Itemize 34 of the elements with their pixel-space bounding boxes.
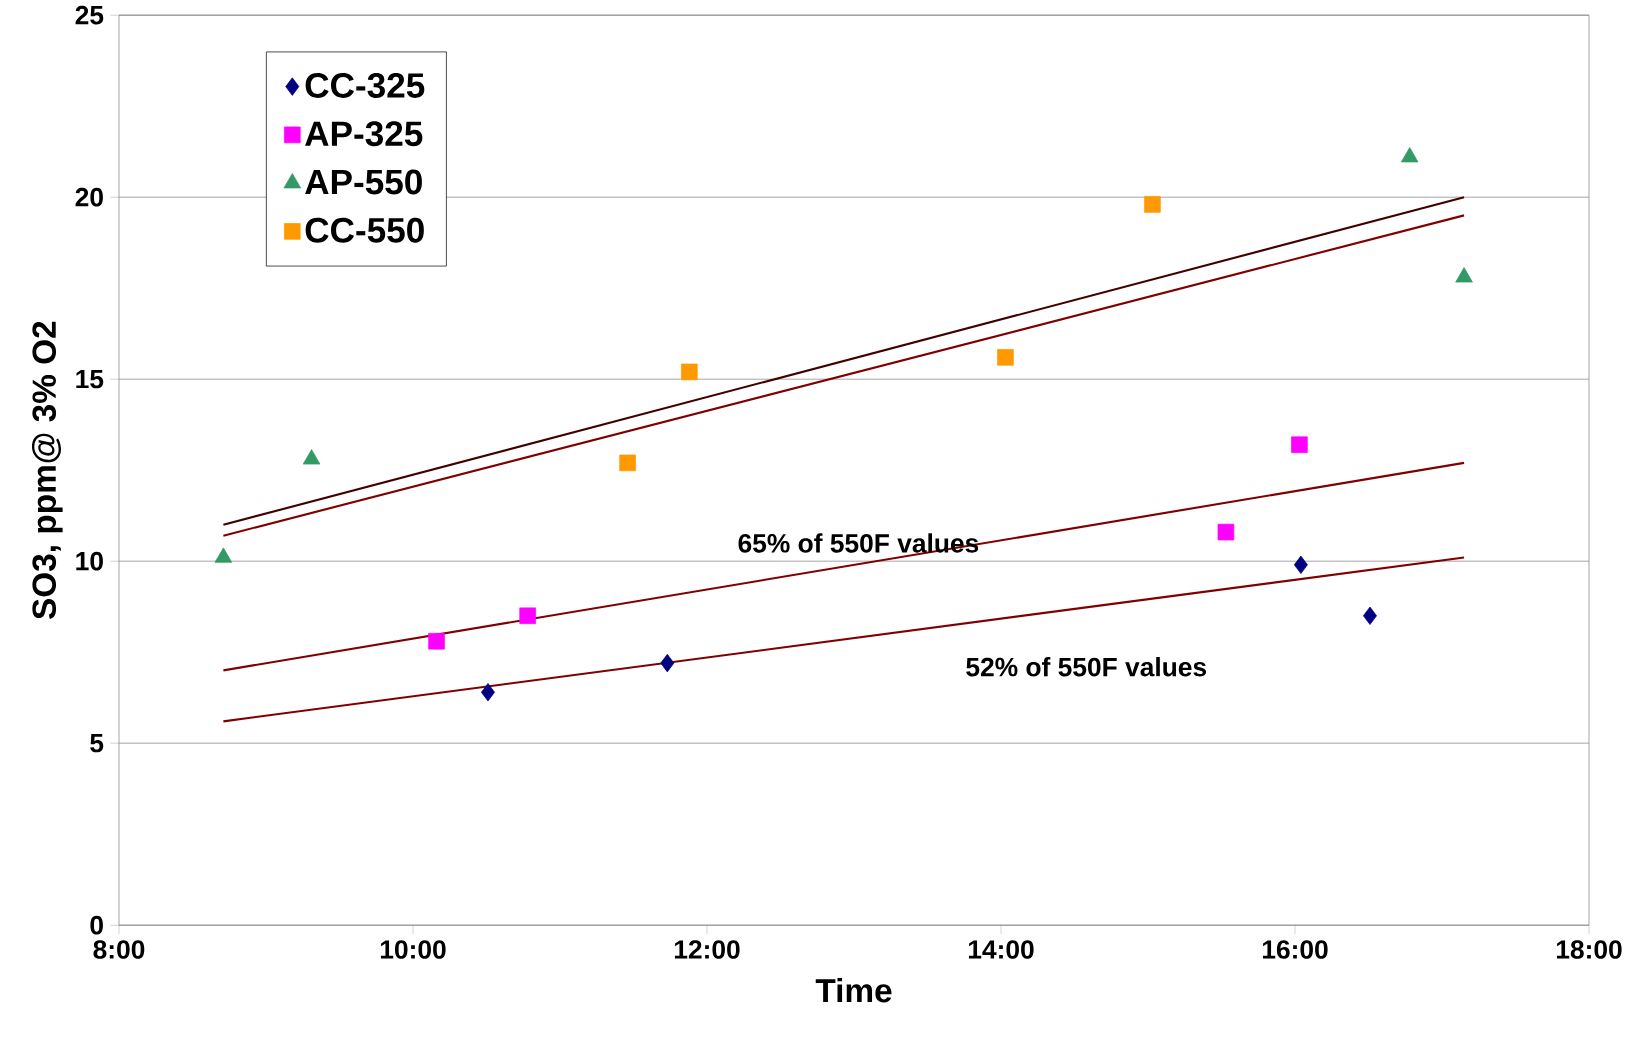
legend-label: AP-550 — [305, 169, 422, 195]
y-tick-label: 25 — [75, 5, 104, 25]
y-axis-title: SO3, ppm@ 3% O2 — [32, 321, 63, 620]
point — [660, 654, 675, 673]
x-tick-label: 12:00 — [674, 940, 740, 959]
y-tick-label: 15 — [76, 370, 104, 389]
point — [619, 454, 636, 472]
y-tick-label: 10 — [76, 551, 103, 571]
annotation: 65% of 550F values — [738, 533, 979, 553]
legend-label: AP-325 — [305, 121, 423, 147]
x-tick-label: 14:00 — [968, 940, 1034, 959]
point — [428, 633, 445, 650]
point — [1293, 555, 1308, 575]
y-tick-label: 0 — [90, 915, 103, 935]
point — [1455, 267, 1473, 283]
x-axis-title: Time — [815, 978, 892, 1003]
point — [519, 607, 536, 625]
legend-label: CC-325 — [305, 73, 425, 99]
point — [997, 349, 1014, 366]
point — [1291, 436, 1308, 454]
y-tick-label: 20 — [75, 187, 103, 207]
legend-label: CC-550 — [305, 217, 424, 243]
annotation: 52% of 550F values — [966, 657, 1207, 677]
y-tick-label: 5 — [90, 734, 104, 753]
point — [1144, 196, 1161, 213]
x-tick-label: 18:00 — [1556, 940, 1622, 959]
x-tick-label: 8:00 — [93, 940, 145, 959]
point — [681, 363, 698, 381]
x-tick-label: 10:00 — [380, 940, 446, 959]
point — [1217, 523, 1235, 541]
point — [1363, 606, 1377, 626]
point — [481, 683, 495, 702]
point — [1400, 147, 1419, 163]
x-tick-label: 16:00 — [1262, 940, 1328, 959]
